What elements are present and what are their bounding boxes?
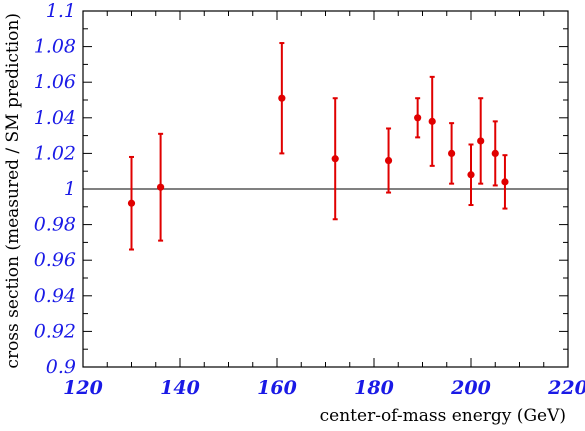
point-marker <box>278 94 286 102</box>
ticks-layer: 0.9 0.92 0.94 0.96 0.98 1 1.02 1.04 1.06 1.08 1.1 1… <box>34 0 585 399</box>
x-tick-label: 180 <box>354 377 394 399</box>
y-tick-label: 1.06 <box>34 71 76 93</box>
x-tick-label: 160 <box>257 377 297 399</box>
y-tick-label: 0.9 <box>46 356 76 378</box>
y-tick-label: 1.08 <box>34 36 76 58</box>
point-marker <box>157 183 165 191</box>
point-marker <box>331 155 339 163</box>
x-tick-label: 200 <box>450 377 491 399</box>
y-tick-label: 0.94 <box>34 285 76 307</box>
data-point <box>278 42 286 155</box>
point-marker <box>414 114 422 122</box>
data-point <box>331 97 339 221</box>
data-point <box>477 97 485 185</box>
data-point <box>384 127 393 194</box>
point-marker <box>501 178 509 186</box>
y-axis-title: cross section (measured / SM prediction) <box>3 13 23 369</box>
data-point <box>467 143 475 207</box>
x-tick-label: 220 <box>547 377 585 399</box>
y-tick-label: 1.04 <box>34 107 76 129</box>
data-point <box>157 132 165 242</box>
x-tick-label: 140 <box>160 377 200 399</box>
point-marker <box>477 137 485 145</box>
x-axis-title: center-of-mass energy (GeV) <box>320 406 566 426</box>
plot-frame <box>82 10 569 368</box>
point-marker <box>428 117 436 125</box>
point-marker <box>491 149 499 157</box>
x-tick-label: 120 <box>63 377 103 399</box>
y-tick-label: 1.1 <box>46 0 76 22</box>
data-point <box>428 75 436 167</box>
data-point <box>127 155 136 251</box>
data-point <box>448 122 456 185</box>
data-point <box>491 120 499 187</box>
y-tick-label: 1.02 <box>34 142 76 164</box>
data-point <box>414 97 422 139</box>
point-marker <box>467 171 475 179</box>
y-tick-label: 0.92 <box>34 320 76 342</box>
point-marker <box>448 149 456 157</box>
points-layer <box>127 42 509 251</box>
data-point <box>501 154 509 210</box>
y-tick-label: 1 <box>64 178 76 200</box>
point-marker <box>384 156 393 165</box>
point-marker <box>127 199 136 207</box>
y-tick-label: 0.96 <box>34 249 76 271</box>
y-tick-label: 0.98 <box>34 214 76 236</box>
